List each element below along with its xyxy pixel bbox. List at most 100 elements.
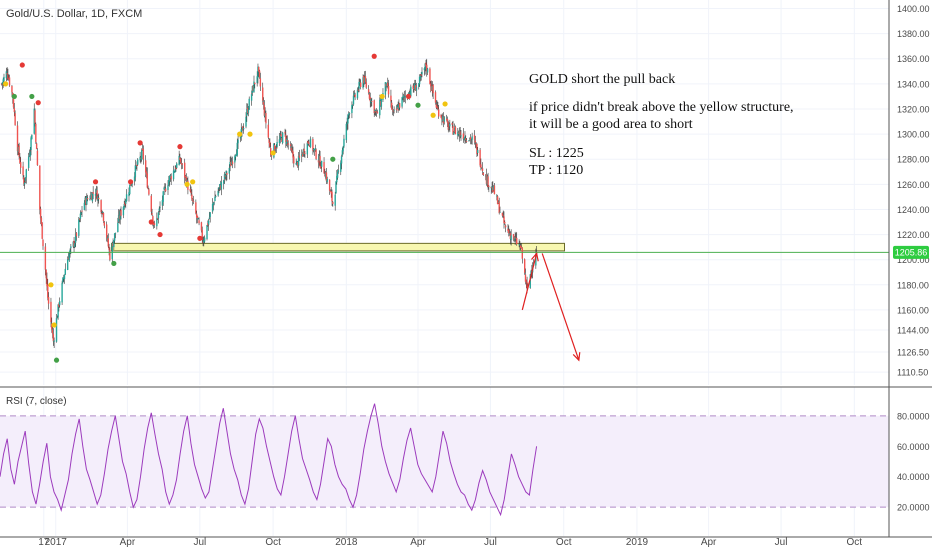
candle-body <box>484 175 487 177</box>
x-tick-label: Jul <box>775 537 788 548</box>
price-tick-label: 1200.00 <box>897 255 930 265</box>
candle-body <box>520 245 522 248</box>
candle-body <box>120 210 122 216</box>
candle-body <box>97 196 99 201</box>
candle-body <box>514 236 516 239</box>
candle-body <box>174 169 176 173</box>
candle-body <box>59 301 61 306</box>
candle-body <box>496 196 499 205</box>
candle-body <box>362 77 364 88</box>
candle-body <box>202 241 204 244</box>
candle-body <box>223 174 226 180</box>
candle-body <box>29 151 31 157</box>
candle-body <box>258 66 260 72</box>
candle-body <box>8 78 10 80</box>
candle-body <box>141 148 144 150</box>
candle-body <box>323 162 325 174</box>
candle-body <box>281 137 283 142</box>
candle-body <box>285 138 288 144</box>
candle-body <box>526 282 528 289</box>
candle-body <box>507 228 509 232</box>
candle-body <box>287 143 289 145</box>
candle-body <box>465 138 467 140</box>
candle-body <box>140 157 142 159</box>
candle-body <box>63 274 66 280</box>
candle-body <box>309 138 312 147</box>
signal-marker <box>197 235 203 241</box>
candle-body <box>223 180 225 184</box>
candle-body <box>142 148 145 160</box>
signal-marker <box>184 181 190 187</box>
candle-body <box>256 76 258 83</box>
candle-body <box>501 212 504 216</box>
candle-body <box>330 190 332 194</box>
candle-body <box>164 187 166 190</box>
signal-marker <box>442 101 448 107</box>
candle-body <box>33 108 35 134</box>
candle-body <box>402 96 404 98</box>
candle-body <box>332 202 334 204</box>
candle-body <box>471 136 473 140</box>
candle-body <box>368 93 371 99</box>
candle-body <box>281 132 284 144</box>
candle-body <box>440 114 442 118</box>
x-tick-label: Jul <box>193 537 206 548</box>
candle-body <box>252 85 254 91</box>
candle-body <box>192 201 195 202</box>
candle-body <box>336 171 339 178</box>
candle-body <box>354 94 356 97</box>
candle-body <box>343 138 345 147</box>
rsi-tick-label: 80.0000 <box>897 411 930 421</box>
candle-body <box>523 259 526 273</box>
candle-body <box>27 156 30 168</box>
candle-body <box>274 149 277 151</box>
candle-body <box>504 222 506 224</box>
candle-body <box>499 211 501 213</box>
candle-body <box>414 85 417 91</box>
candle-body <box>198 220 200 224</box>
candle-body <box>125 200 127 204</box>
candle-body <box>109 249 111 260</box>
projection-arrows <box>521 252 581 362</box>
candle-body <box>215 196 217 197</box>
candle-body <box>114 232 117 234</box>
candle-body <box>396 105 399 109</box>
candle-body <box>100 200 102 213</box>
candle-body <box>102 211 104 213</box>
candle-body <box>12 96 15 108</box>
candle-body <box>390 95 392 102</box>
candle-body <box>460 135 462 137</box>
candle-body <box>324 174 327 178</box>
candle-body <box>52 333 55 342</box>
rsi-band <box>0 415 889 508</box>
annotation-tp: TP : 1120 <box>529 163 583 178</box>
candle-body <box>462 133 465 140</box>
candle-body <box>457 131 459 136</box>
candle-body <box>292 151 294 158</box>
candle-body <box>477 149 479 154</box>
signal-marker <box>247 131 253 137</box>
candle-body <box>159 207 161 208</box>
candle-body <box>353 93 356 96</box>
candle-body <box>218 187 220 190</box>
candle-body <box>117 214 120 222</box>
candle-body <box>480 168 483 169</box>
candle-body <box>445 118 448 120</box>
candle-body <box>58 303 60 307</box>
candle-body <box>124 202 126 206</box>
signal-marker <box>92 179 99 185</box>
candle-body <box>157 212 160 219</box>
candle-body <box>47 297 50 304</box>
candle-body <box>61 282 63 303</box>
candle-body <box>178 155 180 166</box>
candle-body <box>1 82 4 84</box>
candle-body <box>370 99 372 104</box>
price-tag-value: 1205.86 <box>895 247 928 257</box>
candle-body <box>435 104 438 108</box>
candle-body <box>212 202 215 205</box>
signal-marker <box>53 357 60 363</box>
candle-body <box>170 175 172 180</box>
candle-body <box>429 68 431 85</box>
candle-body <box>195 202 197 214</box>
candle-body <box>162 191 164 202</box>
